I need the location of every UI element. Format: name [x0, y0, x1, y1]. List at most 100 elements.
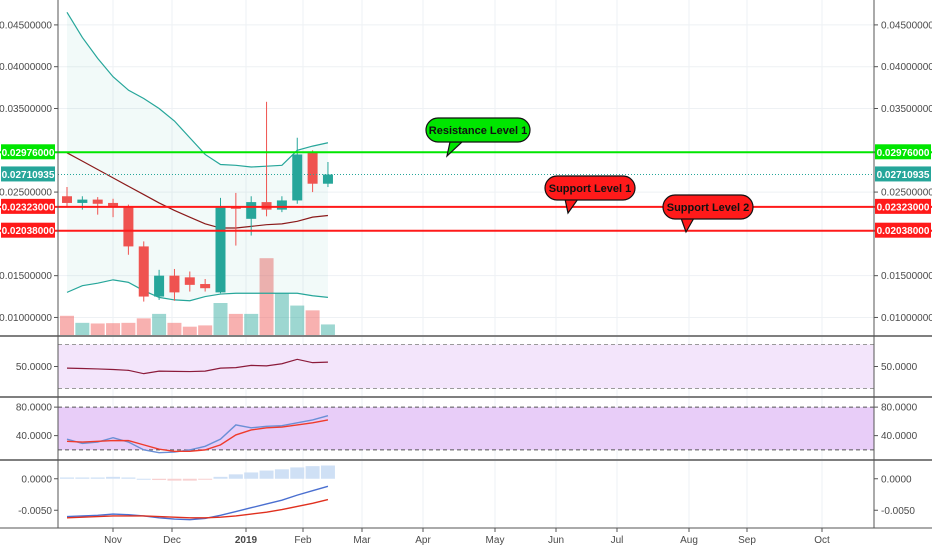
resistance-callout-text: Resistance Level 1 [429, 125, 527, 137]
candle-body[interactable] [138, 246, 149, 297]
volume-bar [75, 322, 90, 335]
candle-body[interactable] [276, 200, 287, 210]
candle-body[interactable] [246, 202, 257, 219]
stoch-band [58, 407, 874, 450]
macd-histogram-bar [182, 478, 197, 481]
time-tick-label: Jun [548, 535, 564, 546]
support-level-tag-left[interactable] [1, 198, 55, 214]
candle-body[interactable] [292, 154, 303, 201]
macd-signal-line [66, 498, 329, 519]
candle-body[interactable] [108, 202, 119, 208]
price-axes[interactable]: 0.04500000 0.04500000 0.04000000 0.04000000… [0, 20, 932, 516]
price-tick-label-left: 0.04500000 [0, 20, 52, 31]
candle-body[interactable] [77, 199, 88, 203]
macd-histogram-bar [320, 465, 335, 479]
pane-frame [0, 0, 932, 529]
candle-body[interactable] [154, 275, 165, 297]
resistance-callout[interactable] [425, 117, 531, 143]
time-tick-label: May [486, 535, 505, 546]
time-tick-label: Aug [680, 535, 698, 546]
last-price-tag-right-text: 0.02710935 [877, 170, 930, 181]
support-level-tag-right[interactable] [875, 198, 931, 214]
candle-body[interactable] [261, 202, 272, 210]
candle-body[interactable] [92, 199, 103, 204]
time-tick-label: Nov [104, 535, 122, 546]
volume-bar [121, 322, 136, 335]
bollinger-basis-line [66, 152, 329, 229]
support-callout[interactable] [544, 175, 636, 201]
candle-body[interactable] [307, 151, 318, 184]
stoch-k-line [66, 415, 329, 454]
price-tick-label-left: 0.03500000 [0, 104, 52, 115]
candle-body[interactable] [169, 275, 180, 293]
stoch-tick-label-left: 80.0000 [16, 403, 53, 414]
volume-bar [182, 326, 197, 335]
rsi-tick-label-right: 50.0000 [881, 362, 918, 373]
candle-body[interactable] [62, 196, 72, 203]
price-tick-label-right: 0.01000000 [881, 313, 932, 324]
last-price-tag-left[interactable] [1, 166, 55, 182]
support-level-tag-left-text: 0.02038000 [2, 226, 55, 237]
support-level-tag-right-text: 0.02038000 [877, 226, 930, 237]
candle-body[interactable] [215, 207, 226, 293]
macd-line [66, 485, 329, 521]
volume-bar [305, 310, 320, 335]
support-level-tag-right[interactable] [875, 222, 931, 238]
time-tick-label: 2019 [235, 535, 258, 546]
rsi-line [66, 358, 328, 375]
stoch-d-line [66, 419, 329, 452]
volume-bar [259, 258, 274, 335]
level-annotations[interactable]: Resistance Level 1 Support Level 1 Support… [425, 117, 754, 234]
volume-bar [274, 293, 289, 335]
bollinger-fill [67, 12, 328, 301]
macd-histogram-bar [106, 476, 121, 479]
time-tick-label: Mar [353, 535, 371, 546]
stoch-tick-label-left: 40.0000 [16, 431, 53, 442]
resistance-callout-tail [446, 141, 464, 158]
volume-bar [290, 305, 305, 335]
volume-bar [90, 323, 105, 335]
volume-bar [60, 315, 74, 335]
volume-bar [228, 313, 243, 335]
volume-bar [320, 324, 335, 335]
volume-bars [60, 258, 335, 335]
support-level-tag-left[interactable] [1, 222, 55, 238]
price-levels[interactable] [0, 151, 932, 232]
resistance-level-tag-left[interactable] [1, 144, 55, 160]
stoch-tick-label-right: 80.0000 [881, 403, 918, 414]
candle-body[interactable] [322, 174, 333, 184]
volume-bar [213, 303, 228, 335]
macd-tick-label-right: -0.0050 [881, 506, 915, 517]
candlesticks[interactable] [62, 101, 333, 302]
price-tick-label-right: 0.03500000 [881, 104, 932, 115]
candle-body[interactable] [184, 277, 195, 285]
macd-histogram-bar [90, 477, 105, 479]
volume-bar [136, 318, 151, 335]
volume-bar [198, 325, 213, 335]
time-tick-label: Jul [611, 535, 624, 546]
macd-histogram-bar [213, 476, 228, 479]
candle-body[interactable] [123, 207, 134, 247]
volume-bar [152, 313, 167, 335]
support-level-tag-left-text: 0.02323000 [2, 202, 55, 213]
support-callout-text: Support Level 2 [667, 202, 750, 214]
candle-body[interactable] [200, 284, 211, 289]
macd-tick-label-left: 0.0000 [21, 474, 52, 485]
volume-bar [167, 322, 182, 335]
last-price-tag-right[interactable] [875, 166, 931, 182]
resistance-level-tag-right[interactable] [875, 144, 931, 160]
macd-histogram-bar [228, 474, 243, 479]
macd-histogram-bar [274, 469, 289, 479]
macd-histogram-bar [167, 478, 182, 481]
support-callout[interactable] [662, 194, 754, 220]
support-callout-text: Support Level 1 [549, 183, 632, 195]
resistance-level-tag-left-text: 0.02976000 [2, 148, 55, 159]
indicator-bands [58, 344, 874, 451]
time-tick-label: Dec [163, 535, 181, 546]
macd-histogram-bar [136, 478, 151, 480]
time-tick-label: Apr [415, 535, 431, 546]
candle-body[interactable] [230, 207, 241, 209]
time-axis[interactable]: Nov Dec 2019 Feb Mar Apr May Jun Jul Aug Sep Oct [104, 528, 830, 546]
volume-bar [244, 313, 259, 335]
